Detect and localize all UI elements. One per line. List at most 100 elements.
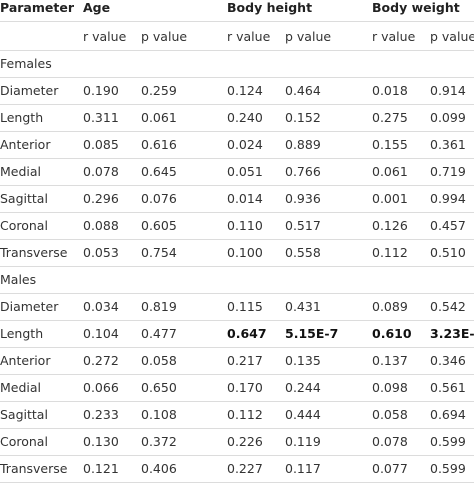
table-cell: 0.099 (430, 110, 466, 125)
table-cell: 0.100 (227, 245, 263, 260)
table-cell: 0.089 (372, 299, 408, 314)
table-cell: 0.058 (372, 407, 408, 422)
row-label: Sagittal (0, 191, 48, 206)
table-cell: 0.058 (141, 353, 177, 368)
table-cell: 0.098 (372, 380, 408, 395)
table-cell: 0.372 (141, 434, 177, 449)
table-cell: 0.645 (141, 164, 177, 179)
row-separator (0, 374, 474, 375)
table-cell: 0.431 (285, 299, 321, 314)
table-cell: 0.051 (227, 164, 263, 179)
row-separator (0, 455, 474, 456)
sub-header: p value (430, 29, 474, 44)
row-label: Medial (0, 380, 42, 395)
table-cell: 0.108 (141, 407, 177, 422)
table-cell: 0.936 (285, 191, 321, 206)
row-label: Length (0, 326, 44, 341)
table-cell: 0.259 (141, 83, 177, 98)
table-cell: 0.115 (227, 299, 263, 314)
table-cell: 0.542 (430, 299, 466, 314)
table-cell: 0.477 (141, 326, 177, 341)
table-cell: 0.217 (227, 353, 263, 368)
column-header: Age (83, 0, 111, 15)
table-cell: 0.119 (285, 434, 321, 449)
table-cell: 0.346 (430, 353, 466, 368)
table-cell: 0.275 (372, 110, 408, 125)
table-cell: 0.061 (372, 164, 408, 179)
table-cell: 0.121 (83, 461, 119, 476)
table-cell: 0.616 (141, 137, 177, 152)
table-cell: 0.104 (83, 326, 119, 341)
sub-header: r value (372, 29, 416, 44)
table-cell: 0.889 (285, 137, 321, 152)
table-cell: 0.152 (285, 110, 321, 125)
table-cell: 0.361 (430, 137, 466, 152)
sub-header: r value (227, 29, 271, 44)
column-header: Body height (227, 0, 313, 15)
table-cell: 0.088 (83, 218, 119, 233)
table-cell: 0.085 (83, 137, 119, 152)
table-cell: 0.296 (83, 191, 119, 206)
row-separator (0, 293, 474, 294)
table-cell: 0.170 (227, 380, 263, 395)
row-separator (0, 320, 474, 321)
row-label: Diameter (0, 83, 59, 98)
table-cell: 0.001 (372, 191, 408, 206)
table-cell: 0.754 (141, 245, 177, 260)
sub-header: p value (141, 29, 188, 44)
table-cell: 0.272 (83, 353, 119, 368)
row-label: Sagittal (0, 407, 48, 422)
row-separator (0, 428, 474, 429)
row-label: Coronal (0, 434, 48, 449)
row-label: Coronal (0, 218, 48, 233)
table-cell: 0.244 (285, 380, 321, 395)
table-cell: 0.137 (372, 353, 408, 368)
table-cell: 0.226 (227, 434, 263, 449)
table-cell: 0.719 (430, 164, 466, 179)
row-label: Length (0, 110, 44, 125)
table-cell: 0.227 (227, 461, 263, 476)
table-cell: 0.061 (141, 110, 177, 125)
table-cell: 0.066 (83, 380, 119, 395)
row-separator (0, 401, 474, 402)
row-separator (0, 347, 474, 348)
table-cell: 0.694 (430, 407, 466, 422)
table-cell: 0.112 (372, 245, 408, 260)
table-cell: 0.464 (285, 83, 321, 98)
table-cell: 0.124 (227, 83, 263, 98)
table-cell: 0.311 (83, 110, 119, 125)
column-header: Body weight (372, 0, 460, 15)
row-label: Medial (0, 164, 42, 179)
table-cell: 0.517 (285, 218, 321, 233)
row-separator (0, 266, 474, 267)
row-separator (0, 158, 474, 159)
table-cell: 0.610 (372, 326, 412, 341)
table-cell: 0.561 (430, 380, 466, 395)
table-cell: 0.078 (372, 434, 408, 449)
row-label: Anterior (0, 137, 51, 152)
table-cell: 0.457 (430, 218, 466, 233)
table-cell: 0.126 (372, 218, 408, 233)
table-cell: 3.23E-6 (430, 326, 474, 341)
row-label: Transverse (0, 245, 68, 260)
table-cell: 0.558 (285, 245, 321, 260)
table-cell: 0.233 (83, 407, 119, 422)
table-cell: 0.076 (141, 191, 177, 206)
row-label: Diameter (0, 299, 59, 314)
table-cell: 0.444 (285, 407, 321, 422)
group-label: Males (0, 272, 37, 287)
row-separator (0, 21, 474, 22)
row-separator (0, 239, 474, 240)
table-cell: 5.15E-7 (285, 326, 339, 341)
row-separator (0, 212, 474, 213)
table-cell: 0.819 (141, 299, 177, 314)
table-cell: 0.599 (430, 461, 466, 476)
table-cell: 0.914 (430, 83, 466, 98)
table-cell: 0.130 (83, 434, 119, 449)
table-cell: 0.117 (285, 461, 321, 476)
table-cell: 0.240 (227, 110, 263, 125)
table-cell: 0.766 (285, 164, 321, 179)
table-cell: 0.014 (227, 191, 263, 206)
table-cell: 0.135 (285, 353, 321, 368)
